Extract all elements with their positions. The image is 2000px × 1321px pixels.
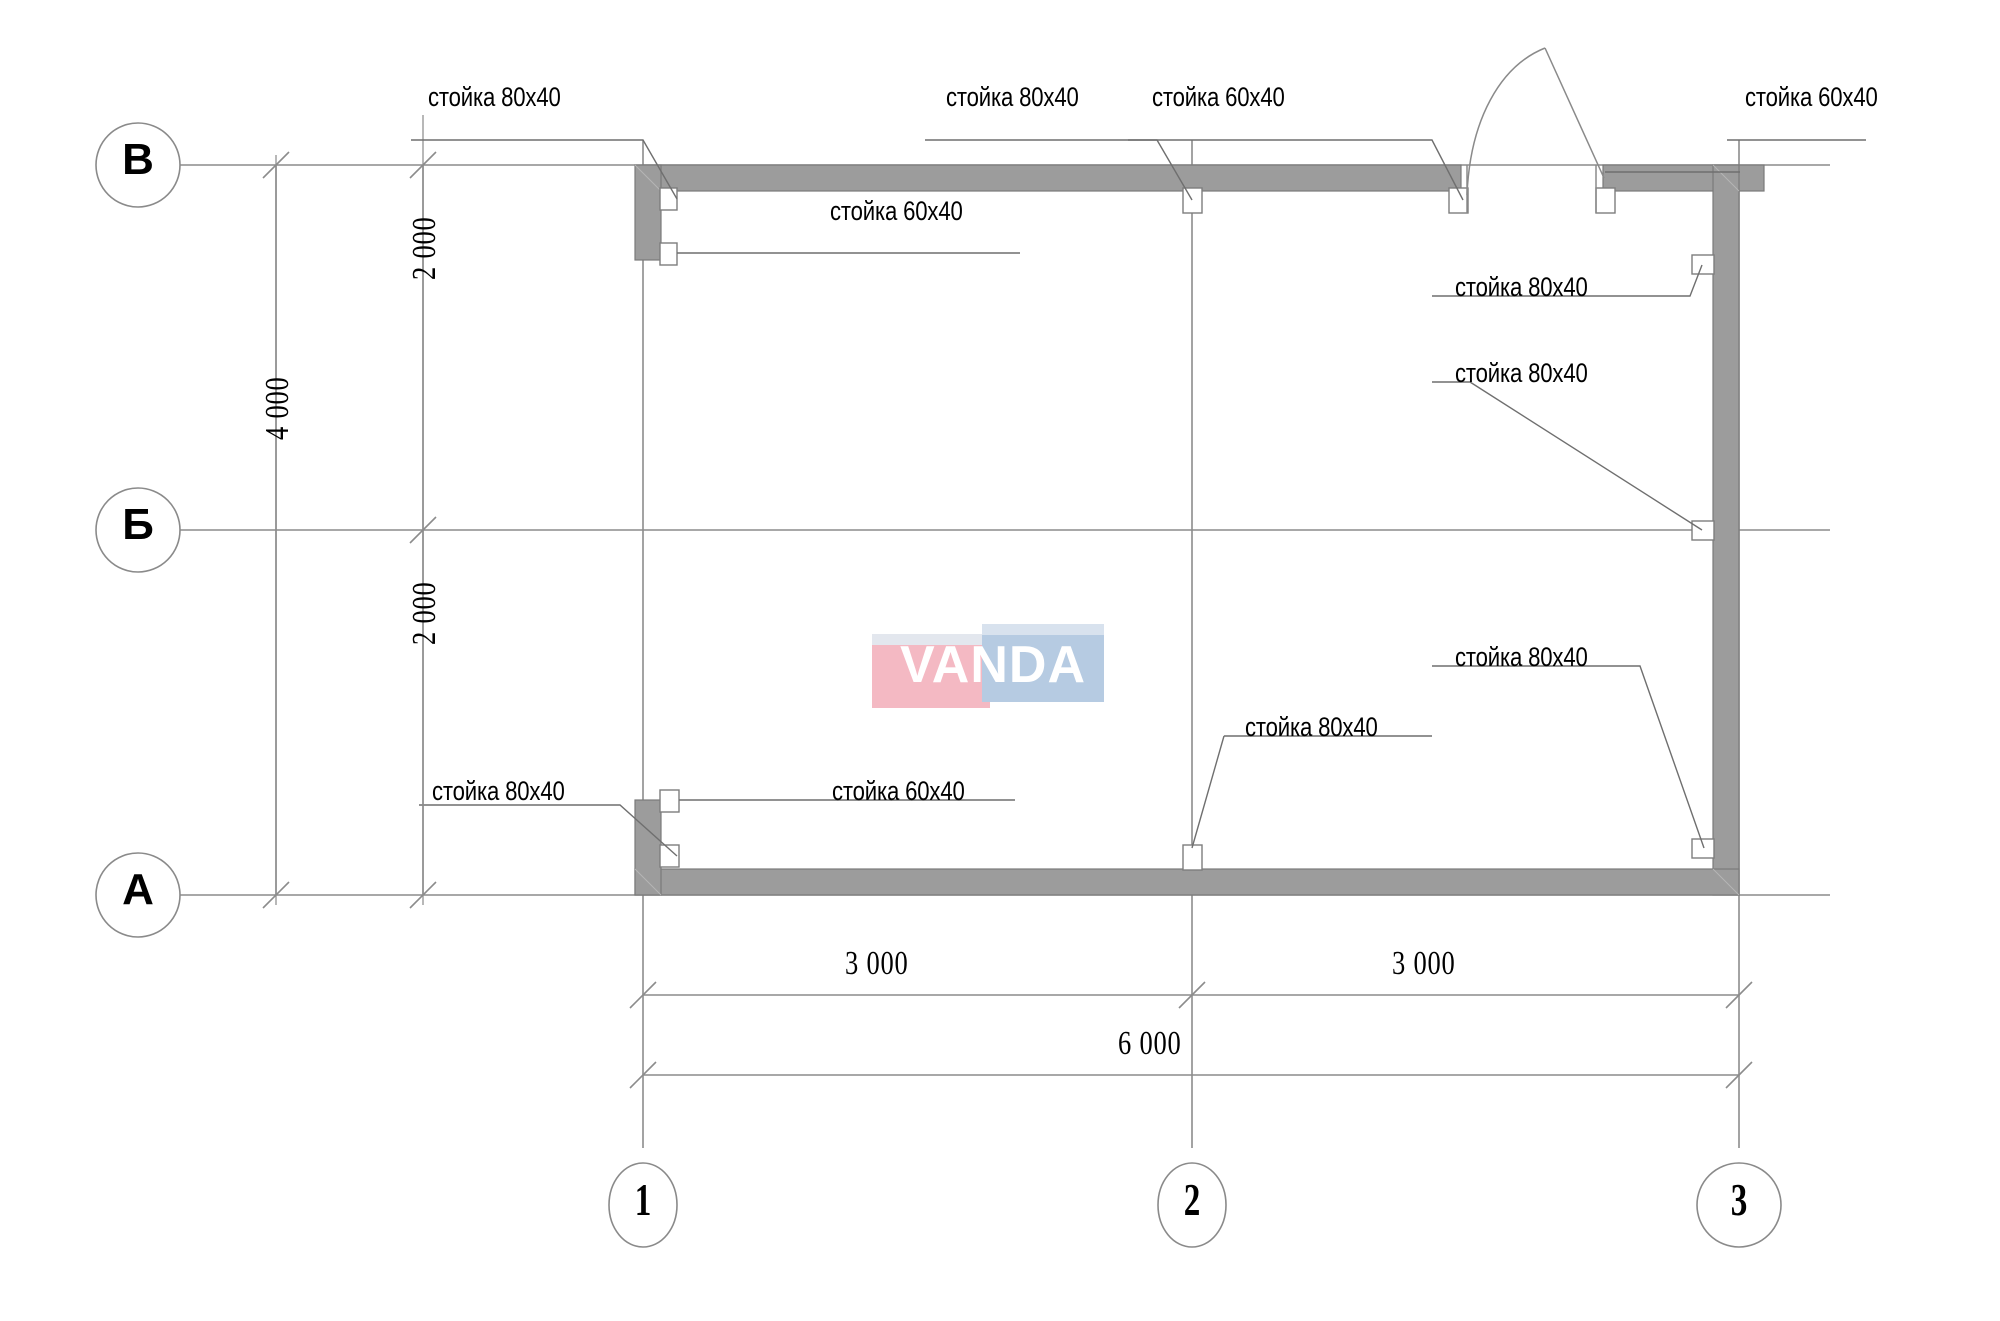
annotation-top-mid-80: стойка 80x40 <box>946 82 1079 112</box>
leader-right-80-c <box>1432 665 1705 849</box>
leader-top-mid-60 <box>1128 139 1464 201</box>
post-right-80-top <box>1691 254 1715 275</box>
wall-right <box>1712 164 1740 896</box>
leader-lines <box>411 139 1866 857</box>
door-leaf-line <box>1544 47 1605 179</box>
dim-text-vertical-lower: 2 000 <box>406 581 443 645</box>
post-bottom-left-60 <box>659 789 680 813</box>
post-right-80-mid <box>1691 520 1715 541</box>
post-top-mid-80 <box>1182 187 1203 214</box>
dim-ticks-v-overall <box>262 151 290 909</box>
post-bottom-left-60-b <box>659 844 680 868</box>
dim-ticks-v-inner <box>409 151 437 909</box>
annotation-top-right-60: стойка 60x40 <box>1745 82 1878 112</box>
bubble-label-1: 1 <box>634 1174 652 1225</box>
wall-bottom <box>634 868 1740 896</box>
dim-text-horizontal-overall: 6 000 <box>1118 1025 1182 1062</box>
extension-lines <box>275 115 1740 1085</box>
leader-top-left-80 <box>411 139 678 200</box>
bubble-label-a: А <box>122 865 154 914</box>
door-opening-top <box>1466 47 1605 213</box>
bubble-axis-1 <box>608 1162 678 1248</box>
bubble-label-2: 2 <box>1183 1174 1201 1225</box>
annotation-upper-left-60: стойка 60x40 <box>830 196 963 226</box>
wall-top-right <box>1602 164 1765 192</box>
walls-group <box>634 164 1765 896</box>
bubble-axis-3 <box>1696 1162 1782 1248</box>
dim-ticks-h-overall <box>629 1061 1753 1089</box>
annotation-right-80-c: стойка 80x40 <box>1455 642 1588 672</box>
bubble-axis-2 <box>1157 1162 1227 1248</box>
leader-bottom-mid-80 <box>1191 735 1432 849</box>
post-top-jamb2-60 <box>1595 187 1616 214</box>
leader-right-80-b <box>1432 381 1703 531</box>
annotation-right-80-b: стойка 80x40 <box>1455 358 1588 388</box>
dim-text-horizontal-left: 3 000 <box>845 945 909 982</box>
leader-bottom-left-80 <box>419 804 678 857</box>
dimension-lines <box>262 151 1753 1089</box>
annotation-bottom-mid-80: стойка 80x40 <box>1245 712 1378 742</box>
annotation-bottom-60: стойка 60x40 <box>832 776 965 806</box>
annotation-top-left-80: стойка 80x40 <box>428 82 561 112</box>
leader-right-80-a <box>1432 264 1703 297</box>
corner-hatch <box>634 164 1740 896</box>
door-swing-arc <box>1466 47 1546 196</box>
annotation-top-mid-60: стойка 60x40 <box>1152 82 1285 112</box>
wall-top-left <box>642 164 1462 192</box>
post-bottom-mid-80 <box>1182 844 1203 871</box>
dim-text-horizontal-right: 3 000 <box>1392 945 1456 982</box>
dim-ticks-h-inner <box>629 981 1753 1009</box>
post-top-left-60-b <box>659 242 678 266</box>
bubble-label-v: В <box>122 135 154 184</box>
post-right-80-bot <box>1691 838 1715 859</box>
annotation-right-80-a: стойка 80x40 <box>1455 272 1588 302</box>
bubble-label-b: Б <box>122 500 154 549</box>
annotation-bottom-left-80: стойка 80x40 <box>432 776 565 806</box>
bubble-axis-b <box>95 487 181 573</box>
grid-bubbles <box>95 122 1782 1248</box>
posts-group <box>659 187 1715 871</box>
post-top-jamb-60 <box>1448 187 1469 214</box>
dim-text-vertical-upper: 2 000 <box>406 216 443 280</box>
dim-text-vertical-overall: 4 000 <box>259 376 296 440</box>
post-top-left-60 <box>659 187 678 211</box>
bubble-axis-a <box>95 852 181 938</box>
bubble-axis-v <box>95 122 181 208</box>
wall-corner-top-left-stub <box>634 164 662 261</box>
wall-corner-bottom-left-stub <box>634 799 662 896</box>
bubble-label-3: 3 <box>1730 1174 1748 1225</box>
